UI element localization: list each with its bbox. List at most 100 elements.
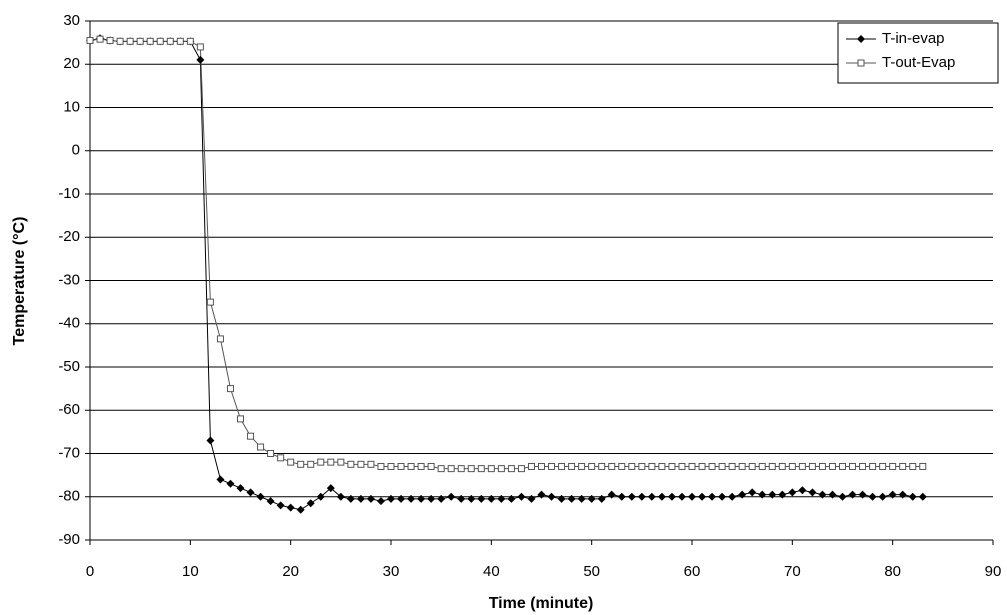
legend: T-in-evap T-out-Evap — [837, 22, 999, 84]
point — [226, 385, 234, 393]
point — [226, 479, 235, 488]
point — [557, 494, 566, 503]
y-tick-label: -90 — [58, 531, 80, 548]
legend-label: T-out-Evap — [882, 54, 955, 71]
point — [497, 494, 506, 503]
point — [366, 494, 375, 503]
y-tick-label: 20 — [63, 55, 80, 72]
point — [898, 490, 907, 499]
point — [487, 494, 496, 503]
point — [387, 494, 395, 503]
point — [608, 462, 616, 470]
series-line — [89, 38, 923, 470]
y-tick-label: -30 — [58, 271, 80, 288]
point — [627, 492, 636, 501]
point — [778, 462, 786, 470]
point — [899, 462, 907, 470]
point — [347, 460, 355, 468]
point — [387, 462, 395, 470]
point — [879, 462, 887, 470]
point — [808, 488, 817, 497]
point — [156, 37, 164, 45]
point — [457, 465, 465, 473]
point — [266, 497, 275, 506]
point — [678, 462, 686, 470]
point — [477, 465, 485, 473]
y-tick-label: -10 — [58, 185, 80, 202]
point — [507, 494, 516, 503]
point — [607, 490, 616, 499]
point — [918, 492, 927, 501]
point — [236, 484, 245, 493]
point — [548, 462, 556, 470]
point — [257, 443, 265, 451]
point — [196, 43, 204, 51]
point — [698, 462, 706, 470]
point — [247, 432, 255, 440]
point — [447, 492, 456, 501]
point — [297, 460, 305, 468]
y-tick-label: 10 — [63, 98, 80, 115]
point — [296, 505, 305, 514]
point — [577, 494, 586, 503]
point — [237, 415, 244, 423]
x-axis-title: Time (minute) — [489, 595, 594, 612]
point — [286, 503, 295, 512]
point — [878, 492, 887, 501]
point — [176, 37, 184, 45]
point — [908, 492, 917, 501]
x-tick-label: 70 — [784, 563, 801, 580]
point — [637, 492, 646, 501]
y-tick-label: -60 — [58, 401, 80, 418]
point — [888, 490, 897, 499]
point — [527, 494, 536, 503]
point — [828, 490, 837, 499]
point — [186, 37, 194, 45]
point — [738, 490, 747, 499]
x-tick-label: 0 — [86, 563, 94, 580]
point — [356, 494, 365, 503]
point — [216, 475, 225, 484]
point — [748, 462, 756, 470]
legend-marker — [857, 59, 865, 67]
point — [126, 37, 134, 45]
point — [146, 37, 154, 45]
point — [116, 37, 124, 45]
point — [527, 462, 535, 470]
point — [638, 462, 646, 470]
point — [568, 462, 576, 470]
point — [618, 462, 626, 470]
point — [758, 462, 766, 470]
y-tick-label: 0 — [72, 142, 80, 159]
point — [628, 462, 636, 470]
point — [457, 494, 466, 503]
point — [106, 36, 114, 44]
point — [657, 492, 666, 501]
point — [558, 462, 566, 470]
point — [316, 492, 325, 501]
point — [758, 490, 767, 499]
series-line — [89, 37, 923, 511]
point — [768, 490, 777, 499]
point — [728, 492, 737, 501]
point — [748, 488, 757, 497]
point — [648, 462, 656, 470]
point — [567, 494, 576, 503]
point — [306, 499, 315, 508]
point — [336, 492, 345, 501]
x-tick-label: 30 — [383, 563, 400, 580]
point — [326, 484, 335, 493]
point — [768, 462, 776, 470]
point — [417, 462, 425, 470]
point — [598, 462, 606, 470]
point — [256, 492, 265, 501]
y-tick-label: -50 — [58, 358, 80, 375]
x-tick-label: 50 — [583, 563, 600, 580]
point — [858, 490, 867, 499]
point — [688, 492, 696, 501]
point — [267, 450, 275, 457]
point — [136, 37, 144, 45]
point — [307, 460, 315, 468]
x-tick-label: 20 — [282, 563, 299, 580]
